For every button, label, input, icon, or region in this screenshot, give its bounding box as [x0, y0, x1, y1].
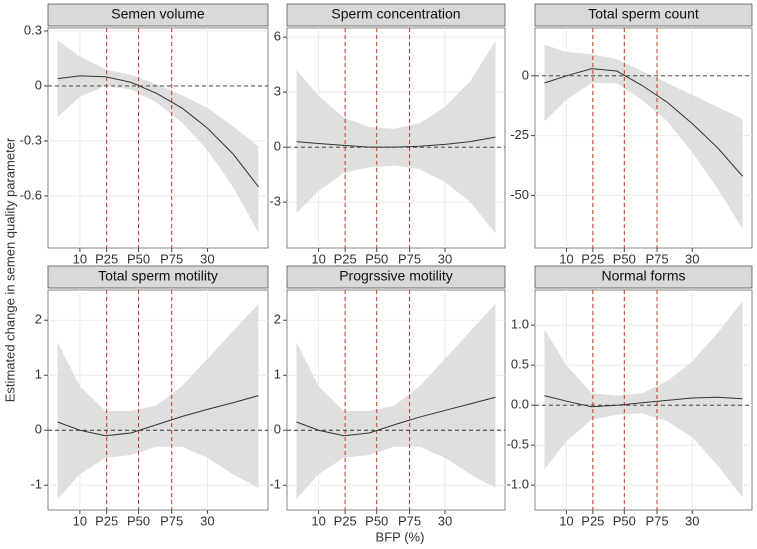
x-tick-label: 30	[438, 251, 452, 266]
strip-background	[534, 265, 753, 289]
confidence-band	[544, 44, 743, 229]
strip-background	[286, 265, 506, 289]
y-tick-label: 3	[274, 84, 281, 99]
y-tick-label: 2	[274, 312, 281, 327]
panel-title: Progrssive motility	[339, 268, 453, 284]
x-tick-label: 10	[311, 251, 325, 266]
confidence-band	[296, 40, 496, 234]
x-tick-label: P50	[127, 251, 150, 266]
x-tick-label: P75	[645, 251, 668, 266]
x-tick-label: P25	[334, 513, 357, 528]
y-tick-label: 0	[522, 67, 529, 82]
panel-title: Total sperm motility	[98, 268, 218, 284]
x-tick-label: 10	[73, 251, 87, 266]
confidence-band	[544, 301, 743, 498]
fitted-line	[544, 68, 743, 177]
y-tick-label: -0.6	[20, 187, 42, 202]
confidence-band	[57, 303, 259, 499]
fitted-line	[57, 395, 259, 437]
panel-title: Normal forms	[601, 268, 685, 284]
x-tick-label: P75	[398, 513, 421, 528]
strip-background	[47, 265, 269, 289]
strip-background	[534, 3, 753, 27]
x-tick-label: P50	[365, 513, 388, 528]
y-tick-label: 1	[274, 367, 281, 382]
x-tick-label: 10	[73, 513, 87, 528]
y-tick-label: 0.5	[511, 357, 529, 372]
x-tick-label: P25	[95, 513, 118, 528]
x-tick-label: P50	[127, 513, 150, 528]
x-tick-label: 10	[311, 513, 325, 528]
y-tick-label: -0.5	[507, 437, 529, 452]
panel-title: Sperm concentration	[331, 6, 460, 22]
fitted-line	[296, 396, 496, 437]
y-tick-label: -3	[269, 194, 281, 209]
x-tick-label: P25	[581, 251, 604, 266]
x-tick-label: 30	[200, 513, 214, 528]
confidence-band	[296, 303, 496, 499]
x-tick-label: 30	[685, 251, 699, 266]
y-tick-label: -1.0	[507, 477, 529, 492]
y-tick-label: 0	[274, 139, 281, 154]
fitted-line	[57, 75, 259, 188]
x-tick-label: P75	[645, 513, 668, 528]
x-tick-label: P75	[160, 513, 183, 528]
x-tick-label: P50	[613, 251, 636, 266]
y-tick-label: 6	[274, 29, 281, 44]
x-tick-label: 10	[559, 513, 573, 528]
y-axis-label: Estimated change in semen quality parame…	[2, 137, 17, 402]
y-tick-label: 0	[274, 422, 281, 437]
strip-background	[286, 3, 506, 27]
x-tick-label: 30	[438, 513, 452, 528]
x-tick-label: P25	[95, 251, 118, 266]
panel-title: Semen volume	[111, 6, 205, 22]
y-tick-label: 0.0	[511, 397, 529, 412]
panel-title: Total sperm count	[588, 6, 699, 22]
x-tick-label: 30	[200, 251, 214, 266]
y-tick-label: 1	[35, 367, 42, 382]
y-tick-label: 0.3	[24, 22, 42, 37]
y-tick-label: 2	[35, 312, 42, 327]
x-tick-label: P25	[334, 251, 357, 266]
y-tick-label: 0	[35, 77, 42, 92]
x-tick-label: P50	[613, 513, 636, 528]
confidence-band	[57, 40, 259, 233]
x-axis-label: BFP (%)	[376, 529, 425, 544]
y-tick-label: 0	[35, 422, 42, 437]
y-tick-label: -1	[269, 477, 281, 492]
x-tick-label: 10	[559, 251, 573, 266]
x-tick-label: P75	[160, 251, 183, 266]
x-tick-label: P25	[581, 513, 604, 528]
y-tick-label: -0.3	[20, 132, 42, 147]
x-tick-label: P75	[398, 251, 421, 266]
strip-background	[47, 3, 269, 27]
y-tick-label: -50	[510, 187, 529, 202]
fitted-line	[544, 395, 743, 408]
x-tick-label: P50	[365, 251, 388, 266]
x-tick-label: 30	[685, 513, 699, 528]
y-tick-label: -25	[510, 127, 529, 142]
y-tick-label: 1.0	[511, 317, 529, 332]
y-tick-label: -1	[30, 477, 42, 492]
fitted-line	[296, 136, 496, 148]
